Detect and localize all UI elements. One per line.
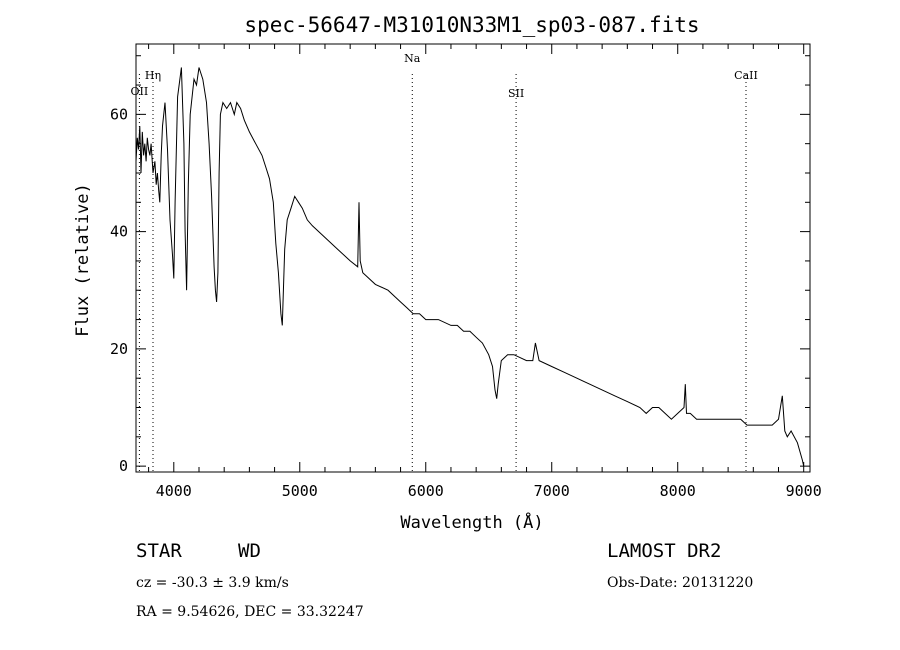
object-subclass: WD	[238, 540, 261, 562]
y-axis-label: Flux (relative)	[73, 183, 93, 337]
marker-label: CaII	[734, 69, 758, 82]
y-tick-label: 20	[110, 340, 128, 358]
object-class: STAR	[136, 540, 182, 562]
survey-name: LAMOST DR2	[607, 540, 721, 562]
chart-title: spec-56647-M31010N33M1_sp03-087.fits	[244, 13, 699, 37]
marker-label: OII	[131, 85, 149, 98]
y-tick-label: 40	[110, 223, 128, 241]
redshift-text: cz = -30.3 ± 3.9 km/s	[136, 575, 289, 591]
x-tick-label: 5000	[282, 482, 318, 500]
y-axis-ticks: 0 20 40 60	[110, 56, 810, 475]
x-tick-label: 9000	[786, 482, 822, 500]
x-tick-label: 4000	[156, 482, 192, 500]
spectrum-chart: spec-56647-M31010N33M1_sp03-087.fits OII…	[0, 0, 900, 650]
y-tick-label: 60	[110, 105, 128, 123]
spectrum-line	[136, 68, 804, 467]
x-tick-label: 6000	[408, 482, 444, 500]
x-axis-label: Wavelength (Å)	[400, 511, 543, 533]
marker-label: SII	[508, 87, 524, 100]
line-markers: OII Hη Na SII CaII	[131, 52, 758, 472]
plot-frame	[136, 44, 810, 472]
x-axis-ticks: 4000 5000 6000 7000 8000 9000	[149, 44, 822, 500]
x-tick-label: 8000	[660, 482, 696, 500]
x-tick-label: 7000	[534, 482, 570, 500]
marker-label: Hη	[145, 69, 161, 82]
y-tick-label: 0	[119, 457, 128, 475]
marker-label: Na	[404, 52, 421, 65]
coordinates-text: RA = 9.54626, DEC = 33.32247	[136, 604, 364, 620]
obs-date-text: Obs-Date: 20131220	[607, 575, 753, 591]
